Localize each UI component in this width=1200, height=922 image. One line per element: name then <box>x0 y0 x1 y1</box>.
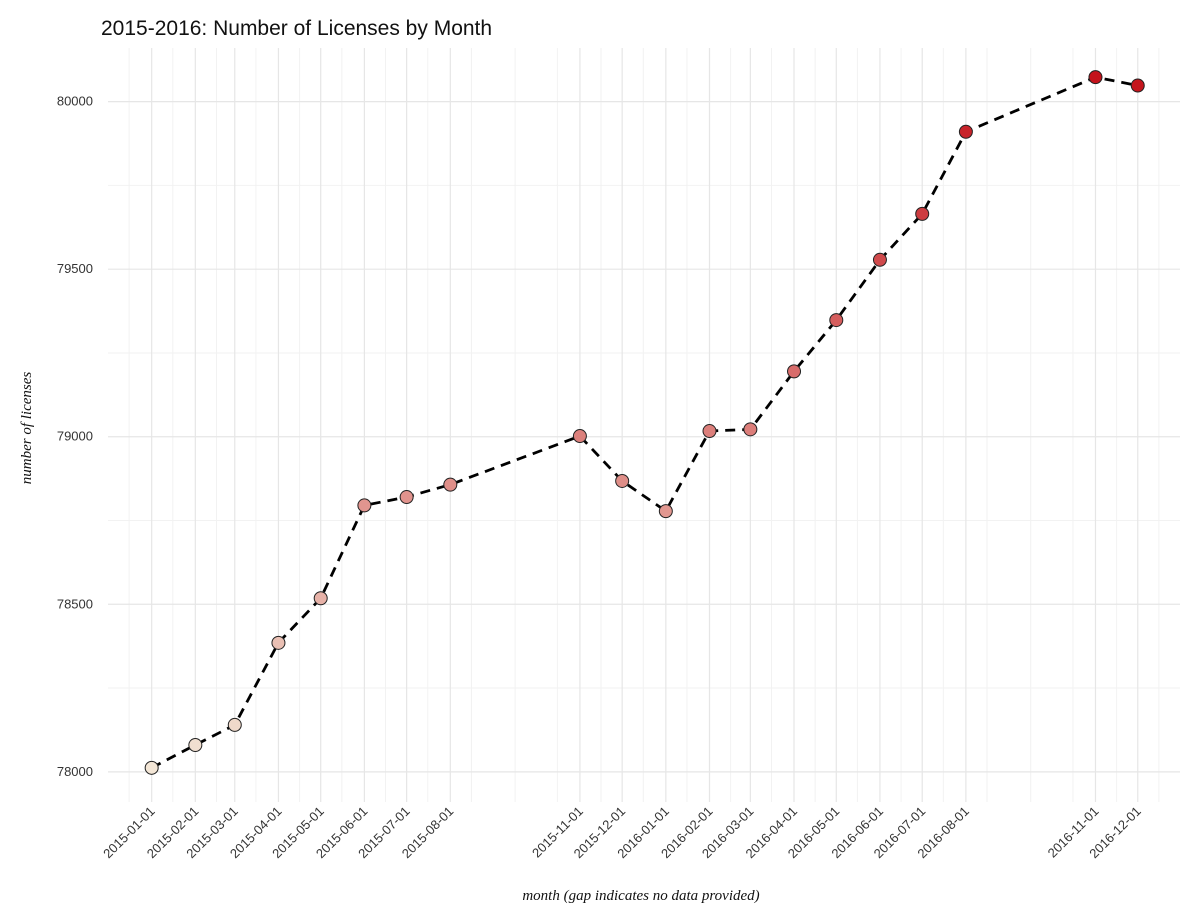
data-point <box>829 313 844 328</box>
data-point <box>144 760 159 775</box>
data-point <box>1088 70 1103 85</box>
data-point <box>872 252 887 267</box>
data-point <box>702 424 717 439</box>
data-point <box>357 498 372 513</box>
y-tick-label: 78500 <box>57 596 93 611</box>
y-tick-label: 80000 <box>57 94 93 109</box>
series-line <box>151 75 1138 770</box>
data-point <box>743 422 758 437</box>
grid <box>108 48 1180 802</box>
x-axis-title: month (gap indicates no data provided) <box>522 888 759 904</box>
data-point <box>271 635 286 650</box>
x-axis-ticks: 2015-01-012015-02-012015-03-012015-04-01… <box>100 804 1144 862</box>
y-tick-label: 79500 <box>57 261 93 276</box>
y-tick-label: 79000 <box>57 429 93 444</box>
data-point <box>658 504 673 519</box>
data-points <box>144 70 1145 775</box>
data-point <box>227 717 242 732</box>
data-point <box>443 477 458 492</box>
data-point <box>1130 78 1145 93</box>
data-point <box>915 206 930 221</box>
data-point <box>572 429 587 444</box>
data-point <box>399 490 414 505</box>
data-point <box>188 738 203 753</box>
data-point <box>787 364 802 379</box>
data-point <box>313 591 328 606</box>
y-axis-ticks: 78000 78500 79000 79500 80000 <box>57 94 93 779</box>
data-point <box>958 124 973 139</box>
data-point <box>615 473 630 488</box>
series-dashed-line <box>151 75 1138 770</box>
chart-title: 2015-2016: Number of Licenses by Month <box>101 17 492 40</box>
y-tick-label: 78000 <box>57 764 93 779</box>
y-axis-title: number of licenses <box>19 372 35 485</box>
